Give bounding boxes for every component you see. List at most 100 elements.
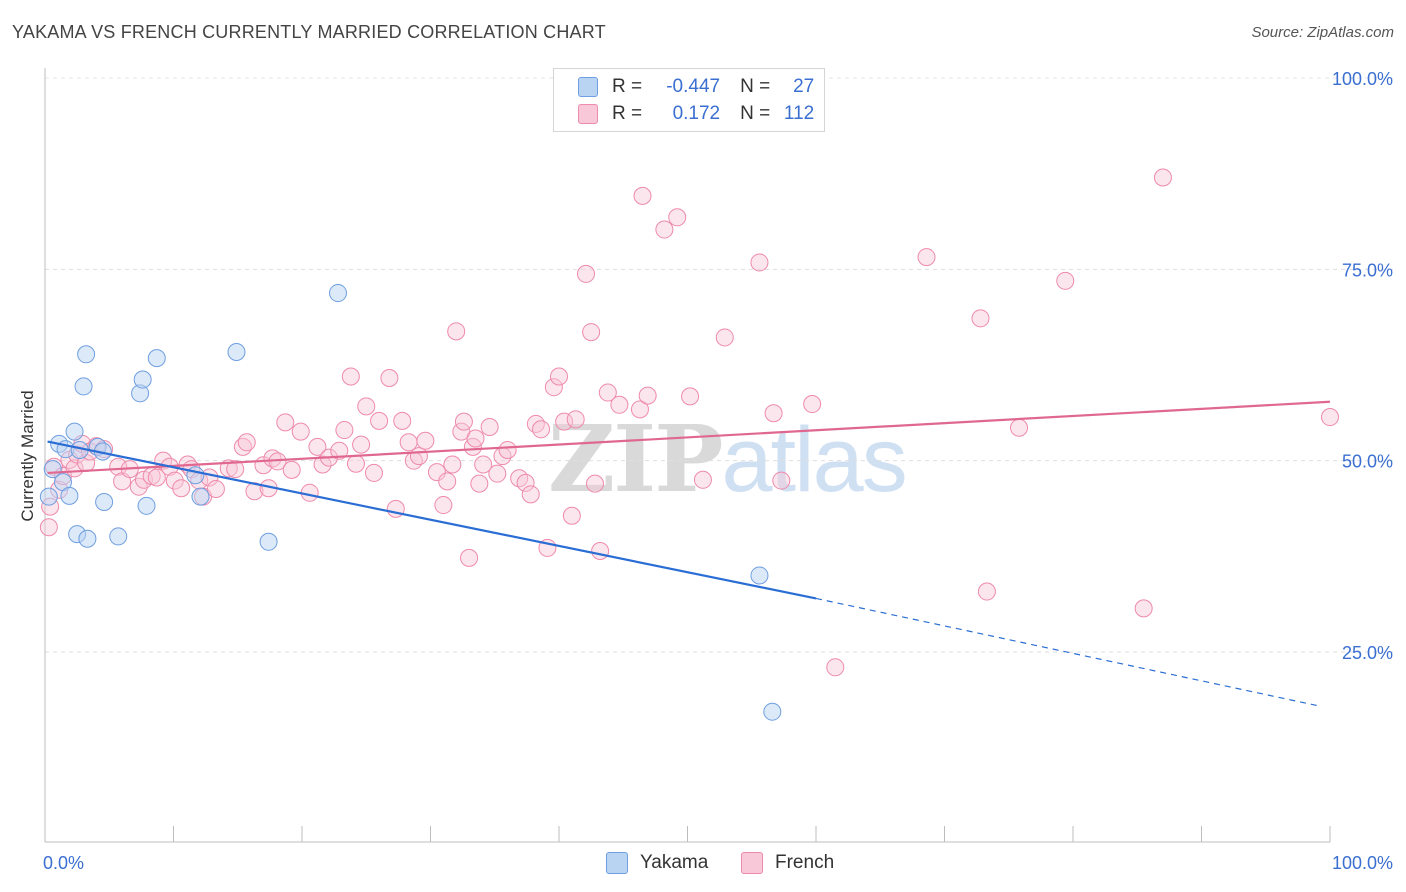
- r-label: R =: [612, 103, 643, 124]
- yakama-points: [39, 284, 782, 721]
- yakama-point: [77, 345, 96, 364]
- yakama-legend-swatch: [606, 852, 628, 874]
- yakama-legend-label: Yakama: [640, 852, 709, 873]
- yakama-point: [763, 702, 782, 721]
- french-point: [434, 496, 453, 515]
- french-point: [39, 518, 58, 537]
- trend-lines: [47, 400, 1331, 707]
- correlation-legend: R = -0.447 N = 27 R = 0.172 N = 112: [553, 68, 825, 132]
- legend-row-french: R = 0.172 N = 112: [578, 101, 814, 127]
- french-point: [330, 441, 349, 460]
- french-point: [460, 548, 479, 567]
- legend-item-french: French: [741, 852, 834, 874]
- french-point: [470, 474, 489, 493]
- french-swatch: [578, 104, 598, 124]
- french-point: [474, 455, 493, 474]
- french-point: [693, 470, 712, 489]
- french-point: [416, 431, 435, 450]
- french-point: [313, 455, 332, 474]
- french-point: [172, 479, 191, 498]
- french-point: [630, 400, 649, 419]
- yakama-point: [227, 342, 246, 361]
- french-point: [498, 440, 517, 459]
- n-label: N =: [740, 103, 771, 124]
- french-point: [308, 437, 327, 456]
- french-point: [510, 469, 529, 488]
- y-tick-label: 25.0%: [1342, 643, 1393, 663]
- french-point: [109, 457, 128, 476]
- french-point: [516, 473, 535, 492]
- r-value: 0.172: [672, 103, 721, 124]
- french-point: [380, 369, 399, 388]
- french-point: [206, 479, 225, 498]
- french-point: [633, 186, 652, 205]
- yakama-point: [328, 284, 347, 303]
- french-point: [803, 395, 822, 414]
- french-point: [438, 472, 457, 491]
- yakama-point: [78, 529, 97, 548]
- french-point: [582, 323, 601, 342]
- n-value: 112: [783, 103, 815, 124]
- french-point: [591, 541, 610, 560]
- french-point: [562, 506, 581, 525]
- french-point: [335, 421, 354, 440]
- french-point: [393, 411, 412, 430]
- french-point: [610, 395, 629, 414]
- yakama-point: [259, 532, 278, 551]
- french-point: [147, 468, 166, 487]
- yakama-point: [109, 527, 128, 546]
- french-point: [409, 447, 428, 466]
- french-point: [488, 464, 507, 483]
- yakama-swatch: [578, 77, 598, 97]
- french-point: [826, 658, 845, 677]
- chart-title: YAKAMA VS FRENCH CURRENTLY MARRIED CORRE…: [12, 22, 606, 42]
- french-point: [526, 414, 545, 433]
- french-point: [917, 248, 936, 267]
- french-point: [598, 383, 617, 402]
- french-point: [1010, 418, 1029, 437]
- yakama-point: [186, 466, 205, 485]
- n-label: N =: [740, 76, 771, 97]
- yakama-point: [95, 492, 114, 511]
- french-point: [443, 455, 462, 474]
- french-point: [480, 417, 499, 436]
- french-point: [237, 433, 256, 452]
- french-point: [585, 474, 604, 493]
- yakama-point: [74, 377, 93, 396]
- y-tick-label: 75.0%: [1342, 260, 1393, 280]
- french-point: [454, 412, 473, 431]
- french-point: [346, 454, 365, 473]
- french-points: [39, 168, 1339, 677]
- french-point: [291, 422, 310, 441]
- r-label: R =: [612, 76, 643, 97]
- yakama-point: [39, 487, 58, 506]
- french-legend-label: French: [775, 852, 835, 873]
- yakama-trend-extension: [815, 597, 1318, 707]
- french-point: [1153, 168, 1172, 187]
- french-point: [750, 253, 769, 272]
- yakama-trend-line: [47, 440, 817, 600]
- yakama-point: [750, 566, 769, 585]
- french-point: [971, 309, 990, 328]
- french-point: [681, 387, 700, 406]
- gridlines: [45, 77, 1395, 653]
- french-point: [655, 220, 674, 239]
- french-point: [521, 485, 540, 504]
- french-point: [550, 367, 568, 386]
- french-point: [357, 397, 376, 416]
- legend-item-yakama: Yakama: [606, 852, 708, 874]
- french-point: [977, 582, 996, 601]
- legend-row-yakama: R = -0.447 N = 27: [578, 74, 814, 100]
- y-tick-label: 100.0%: [1332, 69, 1393, 89]
- french-point: [715, 328, 734, 347]
- watermark-zip: ZIP: [548, 405, 723, 513]
- french-point: [532, 420, 551, 439]
- axes: [44, 68, 1331, 843]
- french-point: [276, 413, 295, 432]
- x-tick-label-right: 100.0%: [1332, 853, 1393, 873]
- french-point: [772, 471, 791, 490]
- french-point: [638, 386, 657, 405]
- french-legend-swatch: [741, 852, 763, 874]
- french-point: [566, 410, 585, 429]
- yakama-point: [137, 496, 156, 515]
